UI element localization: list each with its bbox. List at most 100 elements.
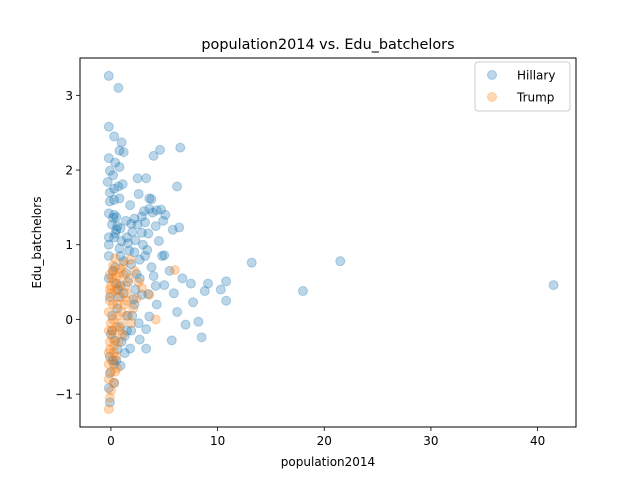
point-hillary-59	[134, 254, 145, 265]
point-trump-44	[109, 377, 120, 388]
point-hillary-74	[159, 280, 170, 291]
point-hillary-42	[136, 227, 147, 238]
point-hillary-86	[151, 299, 162, 310]
point-hillary-76	[168, 288, 179, 299]
point-hillary-50	[132, 219, 143, 230]
point-hillary-143	[123, 277, 133, 288]
point-hillary-64	[203, 278, 213, 289]
legend: Hillary Trump	[474, 61, 571, 112]
point-hillary-134	[104, 351, 115, 362]
point-hillary-45	[160, 209, 171, 220]
point-hillary-5	[118, 147, 129, 158]
point-hillary-141	[157, 250, 168, 261]
point-trump-21	[113, 336, 124, 347]
point-hillary-127	[109, 377, 120, 388]
point-trump-65	[129, 265, 140, 276]
point-hillary-11	[108, 170, 119, 181]
point-hillary-79	[118, 288, 129, 299]
point-trump-11	[119, 299, 130, 310]
point-trump-16	[105, 318, 116, 329]
point-hillary-131	[103, 250, 114, 261]
point-trump-49	[108, 314, 119, 325]
point-hillary-73	[548, 280, 559, 291]
point-hillary-37	[108, 212, 119, 223]
point-hillary-56	[140, 250, 151, 261]
point-hillary-115	[130, 235, 141, 246]
point-trump-9	[110, 286, 121, 297]
point-hillary-51	[123, 238, 133, 249]
point-hillary-35	[109, 209, 120, 220]
point-hillary-135	[110, 228, 121, 239]
point-hillary-85	[131, 268, 142, 279]
point-hillary-121	[111, 212, 122, 223]
point-hillary-148	[113, 292, 124, 303]
chart-title: population2014 vs. Edu_batchelors	[201, 37, 454, 53]
point-trump-7	[104, 269, 115, 280]
point-hillary-106	[129, 299, 140, 310]
point-trump-35	[136, 283, 147, 294]
y-tick-label: 3	[65, 89, 73, 103]
point-hillary-38	[115, 223, 126, 234]
point-hillary-48	[158, 215, 169, 226]
point-hillary-32	[136, 211, 147, 222]
y-tick-label: 1	[65, 238, 73, 252]
point-trump-25	[110, 366, 121, 377]
point-trump-63	[108, 265, 119, 276]
point-hillary-68	[188, 297, 199, 308]
point-trump-30	[109, 348, 120, 359]
point-hillary-84	[126, 259, 137, 270]
point-hillary-146	[119, 330, 130, 341]
series-hillary	[102, 70, 559, 408]
point-hillary-137	[142, 244, 153, 255]
point-hillary-99	[104, 368, 115, 379]
point-trump-61	[105, 366, 116, 377]
point-hillary-20	[172, 181, 183, 192]
point-hillary-9	[114, 162, 125, 173]
point-trump-27	[105, 385, 116, 396]
point-hillary-149	[127, 310, 138, 321]
point-trump-52	[105, 288, 116, 299]
point-hillary-26	[144, 193, 155, 204]
point-hillary-88	[180, 319, 191, 330]
point-hillary-27	[146, 194, 157, 205]
point-trump-34	[150, 314, 161, 325]
point-hillary-65	[221, 276, 232, 287]
point-hillary-122	[151, 205, 162, 216]
point-hillary-49	[140, 217, 151, 228]
point-hillary-62	[177, 273, 188, 284]
point-hillary-13	[102, 177, 113, 187]
point-hillary-96	[119, 348, 130, 359]
point-hillary-61	[164, 265, 175, 276]
point-hillary-124	[111, 278, 122, 289]
point-hillary-87	[172, 306, 183, 317]
point-hillary-28	[144, 203, 155, 214]
point-trump-58	[114, 278, 125, 289]
x-axis-label: population2014	[281, 455, 375, 469]
x-tick-label: 40	[530, 434, 545, 448]
point-hillary-114	[114, 243, 125, 254]
point-hillary-132	[107, 310, 117, 321]
point-hillary-95	[125, 343, 136, 354]
point-hillary-70	[246, 257, 257, 268]
point-hillary-2	[103, 121, 114, 132]
point-hillary-6	[114, 145, 125, 156]
point-hillary-136	[124, 245, 135, 256]
point-hillary-128	[121, 325, 132, 336]
point-hillary-66	[215, 284, 226, 295]
point-hillary-25	[133, 188, 144, 199]
point-hillary-113	[120, 268, 131, 279]
point-trump-64	[103, 348, 114, 359]
point-trump-51	[126, 318, 137, 329]
point-trump-29	[103, 404, 114, 415]
point-hillary-47	[174, 222, 185, 233]
point-hillary-54	[103, 232, 114, 243]
point-hillary-12	[117, 179, 128, 190]
point-trump-39	[111, 271, 122, 282]
point-trump-42	[107, 325, 117, 336]
scatter-points	[102, 70, 559, 415]
point-trump-3	[125, 254, 136, 265]
point-hillary-103	[110, 335, 121, 346]
x-tick-label: 30	[423, 434, 438, 448]
point-trump-55	[107, 273, 117, 284]
point-trump-28	[104, 392, 115, 403]
